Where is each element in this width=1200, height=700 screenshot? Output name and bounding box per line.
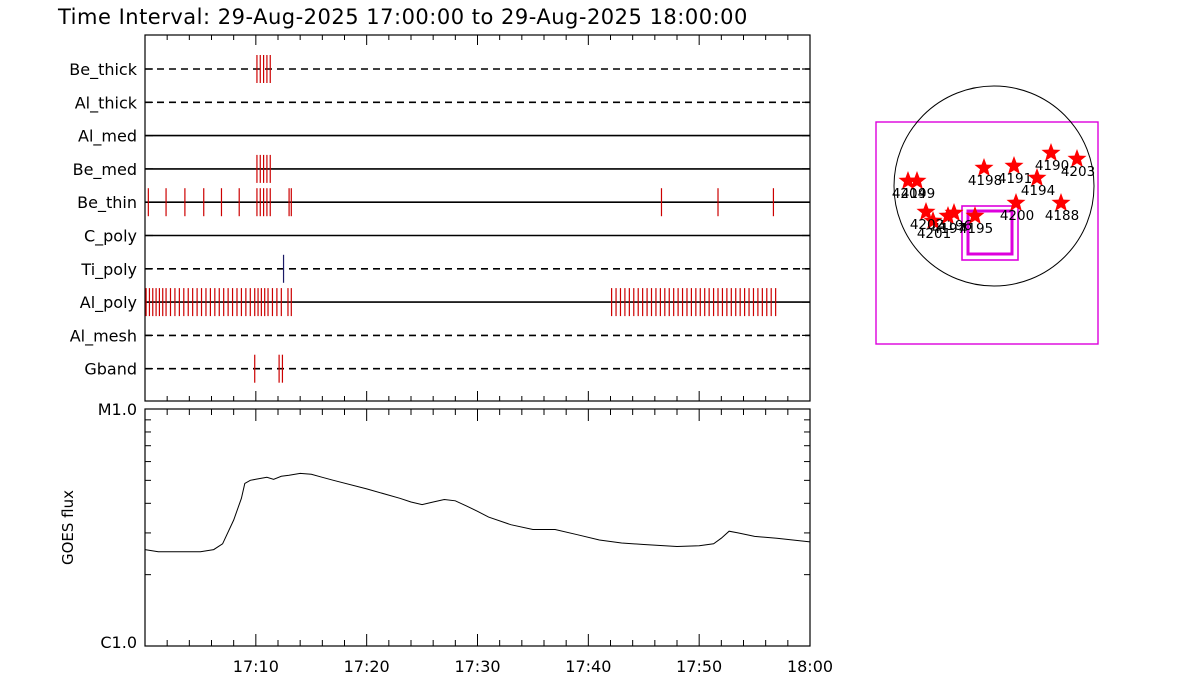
x-tick-label: 17:30 [454, 657, 500, 676]
channel-row-gband: Gband [84, 354, 810, 383]
region-label: 4188 [1045, 208, 1079, 224]
x-tick-label: 17:20 [344, 657, 390, 676]
active-region-4199: 4199 [901, 171, 935, 202]
y-tick-label: M1.0 [98, 400, 137, 419]
channel-row-al_med: Al_med [78, 127, 810, 147]
fov-outer-box [875, 121, 1099, 345]
active-region-4197: 4197 [932, 206, 966, 237]
region-label: 4195 [959, 221, 993, 237]
solar-limb [893, 85, 1095, 287]
channel-label: Be_thin [77, 193, 137, 213]
active-region-4202: 4202 [910, 202, 944, 233]
channel-label: C_poly [84, 227, 137, 247]
x-tick-label: 18:00 [787, 657, 833, 676]
channel-label: Al_thick [75, 93, 138, 113]
timeline-frame [144, 34, 811, 402]
channel-label: Al_poly [80, 293, 137, 313]
region-label: 4201 [917, 226, 951, 242]
region-label: 4202 [910, 217, 944, 233]
goes-flux-panel: M1.0 C1.0 GOES flux 17:10 17:20 17:30 17:40 17:… [59, 400, 833, 676]
channel-row-be_thin: Be_thin [77, 188, 810, 217]
active-region-4196: 4196 [938, 203, 972, 234]
channel-row-al_mesh: Al_mesh [70, 326, 810, 346]
region-star-marker [944, 203, 964, 222]
channel-row-be_med: Be_med [73, 154, 810, 183]
channel-label: Al_mesh [70, 326, 137, 346]
event-timeline-panel: Be_thick Al_thick Al_med Be_med Be_thin C_pol… [69, 34, 811, 402]
y-axis-label: GOES flux [59, 490, 77, 565]
region-label: 4194 [1021, 183, 1055, 199]
channel-label: Al_med [78, 127, 137, 147]
channel-row-al_thick: Al_thick [75, 93, 810, 113]
fov-inner-box [966, 209, 1014, 256]
region-star-marker [1041, 143, 1061, 162]
region-label: 4190 [1035, 158, 1069, 174]
region-star-marker [974, 158, 994, 177]
goes-frame [144, 408, 811, 647]
region-star-marker [1067, 149, 1087, 168]
active-region-4191: 4191 [998, 156, 1032, 187]
region-star-marker [916, 202, 936, 221]
region-star-marker [907, 171, 927, 190]
region-label: 4200 [1000, 208, 1034, 224]
region-label: 4198 [968, 173, 1002, 189]
active-region-4203: 4203 [1061, 149, 1095, 180]
active-region-4204: 4204 [892, 171, 926, 202]
region-label: 4191 [998, 171, 1032, 187]
active-region-4188: 4188 [1045, 193, 1079, 224]
channel-row-al_poly: Al_poly [80, 288, 810, 317]
region-star-marker [1004, 156, 1024, 175]
active-region-4195: 4195 [959, 206, 993, 237]
region-label: 4199 [901, 186, 935, 202]
fov-box [961, 205, 1019, 261]
region-star-marker [1027, 168, 1047, 187]
x-tick-label: 17:50 [676, 657, 722, 676]
y-tick-label: C1.0 [100, 633, 137, 652]
channel-label: Be_med [73, 160, 137, 180]
channel-row-c_poly: C_poly [84, 227, 810, 247]
region-label: 4196 [938, 218, 972, 234]
region-label: 4197 [932, 221, 966, 237]
region-star-marker [1051, 193, 1071, 212]
channel-row-be_thick: Be_thick [69, 55, 810, 83]
active-region-4201: 4201 [917, 211, 951, 242]
region-star-marker [1006, 193, 1026, 212]
region-label: 4204 [892, 186, 926, 202]
chart-title: Time Interval: 29-Aug-2025 17:00:00 to 2… [57, 5, 748, 29]
region-star-marker [965, 206, 985, 225]
channel-label: Gband [84, 360, 137, 379]
goes-flux-line [144, 472, 811, 553]
channel-label: Ti_poly [80, 260, 137, 280]
active-region-4200: 4200 [1000, 193, 1034, 224]
region-star-marker [898, 171, 918, 190]
channel-label: Be_thick [69, 60, 137, 80]
region-label: 4203 [1061, 164, 1095, 180]
active-region-4198: 4198 [968, 158, 1002, 189]
x-tick-label: 17:40 [565, 657, 611, 676]
channel-row-ti_poly: Ti_poly [80, 254, 810, 283]
region-star-marker [938, 206, 958, 225]
active-region-4190: 4190 [1035, 143, 1069, 174]
x-tick-label: 17:10 [233, 657, 279, 676]
region-star-marker [923, 211, 943, 230]
active-region-4194: 4194 [1021, 168, 1055, 199]
